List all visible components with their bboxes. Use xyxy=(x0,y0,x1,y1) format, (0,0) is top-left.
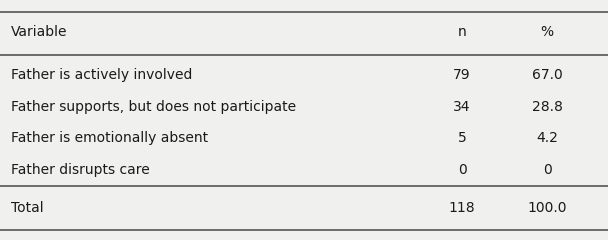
Text: Total: Total xyxy=(11,201,44,215)
Text: 28.8: 28.8 xyxy=(532,100,562,114)
Text: Father is emotionally absent: Father is emotionally absent xyxy=(11,131,208,145)
Text: Variable: Variable xyxy=(11,25,67,39)
Text: 0: 0 xyxy=(458,163,466,177)
Text: n: n xyxy=(458,25,466,39)
Text: Father is actively involved: Father is actively involved xyxy=(11,68,192,82)
Text: 34: 34 xyxy=(454,100,471,114)
Text: 4.2: 4.2 xyxy=(536,131,558,145)
Text: 67.0: 67.0 xyxy=(532,68,562,82)
Text: 5: 5 xyxy=(458,131,466,145)
Text: %: % xyxy=(541,25,554,39)
Text: 0: 0 xyxy=(543,163,551,177)
Text: 79: 79 xyxy=(454,68,471,82)
Text: Father supports, but does not participate: Father supports, but does not participat… xyxy=(11,100,296,114)
Text: Father disrupts care: Father disrupts care xyxy=(11,163,150,177)
Text: 100.0: 100.0 xyxy=(528,201,567,215)
Text: 118: 118 xyxy=(449,201,475,215)
